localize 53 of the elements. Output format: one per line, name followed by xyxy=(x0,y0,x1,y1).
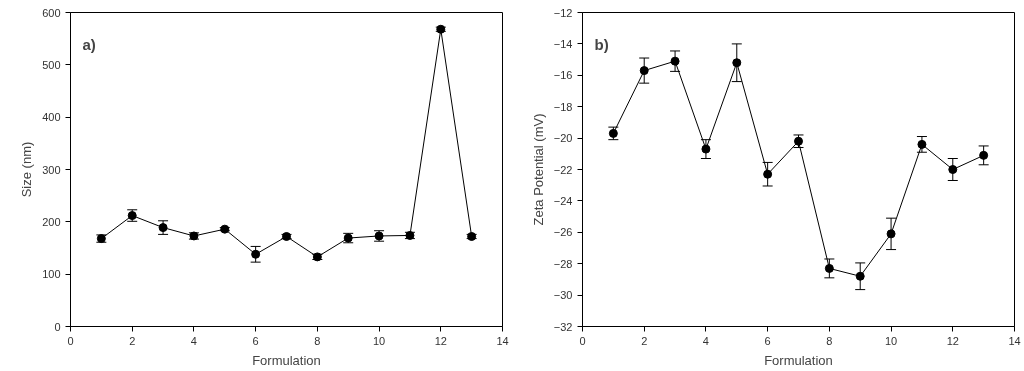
point xyxy=(824,263,834,273)
point xyxy=(979,150,989,160)
annotation: b) xyxy=(594,35,609,53)
point xyxy=(251,249,261,259)
y-tick-label: −30 xyxy=(553,289,573,302)
y-tick-label: 500 xyxy=(42,58,61,71)
y-tick-label: −26 xyxy=(553,226,573,239)
x-axis-title: Formulation xyxy=(252,352,321,368)
x-tick-label: 4 xyxy=(702,334,709,347)
point xyxy=(220,224,230,234)
x-tick-label: 6 xyxy=(252,334,259,347)
y-axis-title: Size (nm) xyxy=(19,141,35,198)
point xyxy=(886,229,896,239)
y-tick-label: 0 xyxy=(54,320,61,333)
x-tick-label: 14 xyxy=(1008,334,1021,347)
x-tick-label: 10 xyxy=(372,334,386,347)
y-tick-label: −16 xyxy=(553,69,573,82)
y-tick-label: 100 xyxy=(42,268,61,281)
point xyxy=(639,66,649,76)
y-tick-label: −24 xyxy=(553,194,573,207)
y-tick-label: 600 xyxy=(42,6,61,19)
y-axis-title: Zeta Potential (mV) xyxy=(530,113,546,226)
x-tick-label: 10 xyxy=(884,334,898,347)
point xyxy=(855,271,865,281)
y-tick-label: 400 xyxy=(42,111,61,124)
y-tick-label: 300 xyxy=(42,163,61,176)
y-tick-label: −20 xyxy=(553,132,573,145)
y-tick-label: 200 xyxy=(42,215,61,228)
y-tick-label: −12 xyxy=(553,6,573,19)
point xyxy=(763,169,773,179)
x-tick-label: 2 xyxy=(129,334,136,347)
x-tick-label: 14 xyxy=(496,334,509,347)
x-tick-label: 8 xyxy=(826,334,833,347)
y-tick-label: −18 xyxy=(553,100,573,113)
x-tick-label: 4 xyxy=(190,334,197,347)
point xyxy=(917,139,927,149)
y-tick-label: −14 xyxy=(553,37,573,50)
x-tick-label: 6 xyxy=(764,334,771,347)
y-tick-label: −28 xyxy=(553,257,573,270)
x-axis-title: Formulation xyxy=(764,352,833,368)
y-tick-label: −32 xyxy=(553,320,573,333)
point xyxy=(670,56,680,66)
x-tick-label: 0 xyxy=(579,334,586,347)
x-tick-label: 12 xyxy=(946,334,959,347)
point xyxy=(732,58,742,68)
y-tick-label: −22 xyxy=(553,163,573,176)
x-tick-label: 8 xyxy=(314,334,321,347)
x-tick-label: 2 xyxy=(641,334,648,347)
point xyxy=(948,165,958,174)
point xyxy=(701,144,711,154)
annotation: a) xyxy=(82,35,96,53)
x-tick-label: 12 xyxy=(434,334,447,347)
x-tick-label: 0 xyxy=(67,334,74,347)
